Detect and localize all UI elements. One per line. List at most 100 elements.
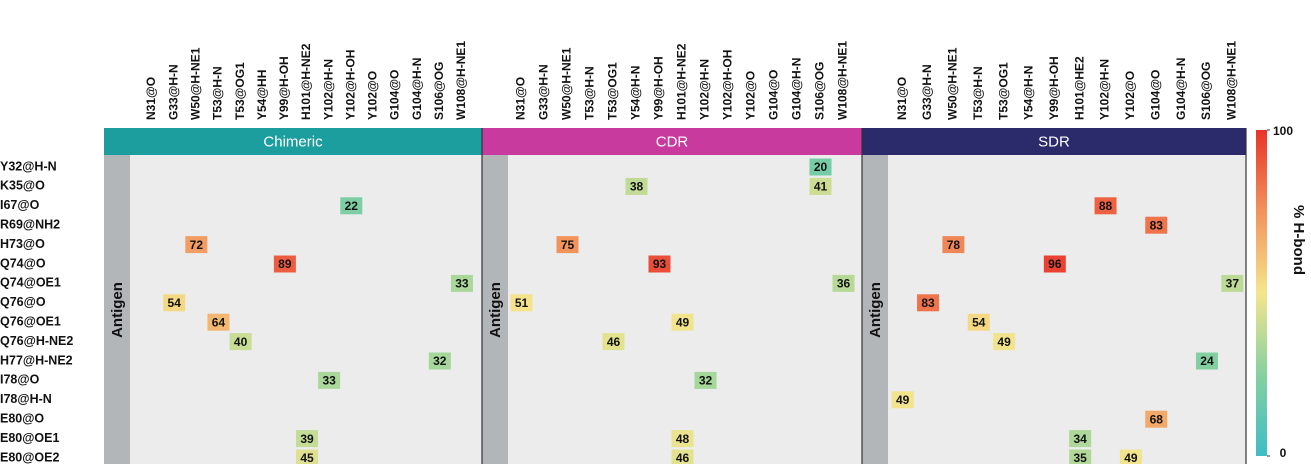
column-label: Y102@H-OH [343, 50, 357, 120]
cell-value: 39 [300, 432, 314, 446]
heatmap-cell [967, 313, 990, 331]
heatmap-cell [296, 430, 318, 448]
row-label: Q74@OE1 [0, 276, 61, 290]
cell-value: 34 [1073, 432, 1087, 446]
row-label: Q76@OE1 [0, 314, 61, 328]
column-label: H101@H-NE2 [299, 43, 313, 120]
column-label: G33@H-N [166, 64, 180, 120]
column-label: Y102@O [366, 71, 380, 120]
column-label: W108@H-NE1 [1224, 41, 1238, 120]
row-label: Q76@H-NE2 [0, 334, 73, 348]
column-label: T53@OG1 [233, 62, 247, 120]
heatmap-cell [556, 236, 579, 254]
heatmap-cell [648, 255, 671, 273]
column-label: H101@H-NE2 [675, 43, 689, 120]
column-label: Y99@H-OH [277, 56, 291, 120]
column-label: W50@H-NE1 [946, 47, 960, 120]
column-label: N31@O [514, 77, 528, 120]
column-label: Y99@H-OH [1047, 56, 1061, 120]
column-label: Y102@H-N [321, 59, 335, 120]
row-label: Y32@H-N [0, 159, 57, 173]
cell-value: 33 [322, 374, 336, 388]
cell-value: 24 [1200, 354, 1214, 368]
cell-value: 48 [676, 432, 690, 446]
cell-value: 72 [190, 238, 204, 252]
panel-title: Chimeric [263, 133, 323, 150]
column-label: Y102@H-N [1098, 59, 1112, 120]
column-label: W50@H-NE1 [189, 47, 203, 120]
heatmap-cell [694, 371, 717, 389]
row-label: H77@H-NE2 [0, 353, 73, 367]
column-label: T53@OG1 [606, 62, 620, 120]
heatmap-cell [1069, 430, 1092, 448]
column-label: G33@H-N [920, 64, 934, 120]
heatmap-cell [809, 177, 832, 195]
antigen-strip [862, 155, 888, 464]
heatmap-cell [671, 313, 694, 331]
column-label: S106@OG [432, 62, 446, 120]
heatmap-cell [318, 371, 341, 389]
cell-value: 64 [212, 315, 226, 329]
heatmap-cell [229, 333, 252, 351]
cell-value: 37 [1226, 277, 1240, 291]
column-label: Y102@O [1123, 71, 1137, 120]
column-label: S106@OG [813, 62, 827, 120]
panel-header [482, 128, 862, 155]
heatmap-cell [993, 333, 1016, 351]
panel-header [104, 128, 482, 155]
column-label: Y102@H-N [698, 59, 712, 120]
heatmap-cell [1221, 274, 1244, 292]
antigen-strip [104, 155, 130, 464]
cell-value: 36 [837, 277, 851, 291]
column-label: Y54@H-N [1022, 66, 1036, 120]
heatmap-cell [809, 158, 832, 176]
cell-value: 46 [607, 335, 621, 349]
row-label: H73@O [0, 237, 45, 251]
cell-value: 22 [345, 199, 359, 213]
heatmap-cell [450, 274, 473, 292]
cell-value: 20 [814, 160, 828, 174]
column-label: H101@HE2 [1072, 56, 1086, 120]
column-label: T53@H-N [971, 66, 985, 120]
heatmap-cell [510, 294, 533, 312]
heatmap-cell [428, 352, 451, 370]
colorbar-tick-label: 0 [1280, 446, 1287, 460]
heatmap-cell [1043, 255, 1066, 273]
column-label: W108@H-NE1 [454, 41, 468, 120]
cell-value: 35 [1073, 451, 1087, 464]
cell-value: 93 [653, 257, 667, 271]
cell-value: 40 [234, 335, 248, 349]
heatmap-cell [1145, 216, 1168, 234]
heatmap-cell [942, 236, 965, 254]
heatmap-cell [917, 294, 940, 312]
cell-value: 49 [676, 315, 690, 329]
heatmap-cell [1119, 449, 1142, 464]
column-label: G33@H-N [537, 64, 551, 120]
heatmap-cell [163, 294, 186, 312]
cell-value: 32 [699, 374, 713, 388]
heatmap-cell [207, 313, 230, 331]
column-label: N31@O [144, 77, 158, 120]
row-label: I78@H-N [0, 392, 52, 406]
heatmap-cell [1145, 410, 1168, 428]
panel-header [862, 128, 1246, 155]
row-label: E80@OE2 [0, 450, 59, 464]
antigen-label: Antigen [487, 282, 504, 338]
heatmap-cell [1195, 352, 1218, 370]
panel-background [104, 155, 482, 464]
heatmap-cell [625, 177, 648, 195]
column-label: G104@H-N [1174, 58, 1188, 120]
column-label: Y102@O [744, 71, 758, 120]
cell-value: 54 [972, 315, 986, 329]
heatmap-cell [832, 274, 855, 292]
heatmap-cell [185, 236, 208, 254]
colorbar-tick-label: 100 [1273, 124, 1293, 138]
row-label: I67@O [0, 198, 40, 212]
column-label: W108@H-NE1 [836, 41, 850, 120]
cell-value: 68 [1150, 412, 1164, 426]
cell-value: 51 [515, 296, 529, 310]
column-label: G104@H-N [410, 58, 424, 120]
column-label: T53@H-N [211, 66, 225, 120]
column-label: G104@O [1148, 70, 1162, 120]
